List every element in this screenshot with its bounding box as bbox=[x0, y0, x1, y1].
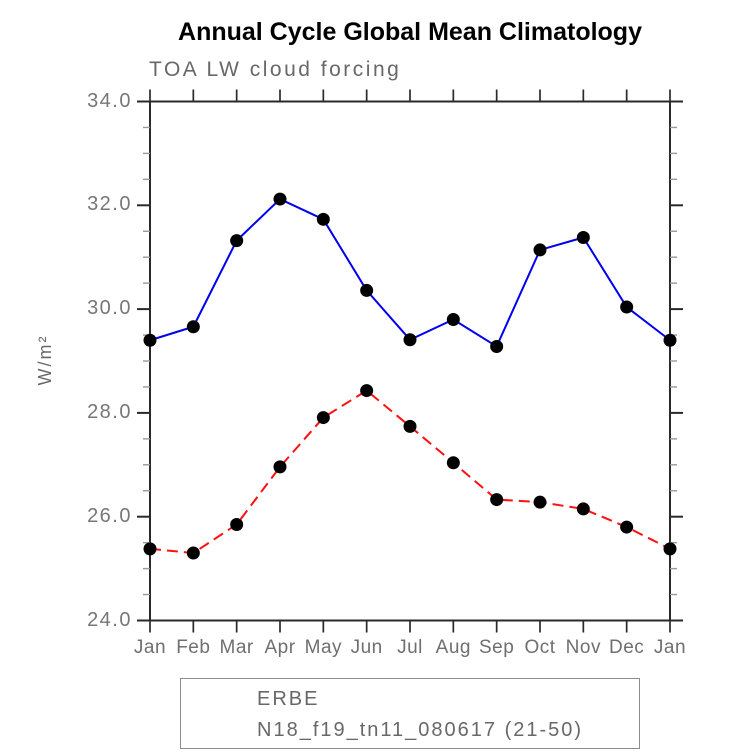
series-marker-1 bbox=[576, 502, 590, 516]
series-marker-1 bbox=[490, 493, 504, 507]
series-marker-1 bbox=[446, 456, 460, 470]
y-tick-label: 24.0 bbox=[87, 608, 132, 631]
x-tick-label: Apr bbox=[264, 637, 296, 658]
series-marker-1 bbox=[143, 542, 157, 556]
series-marker-0 bbox=[273, 192, 287, 206]
x-tick-label: Jan bbox=[133, 637, 167, 658]
series-marker-1 bbox=[663, 542, 677, 556]
x-tick-label: Dec bbox=[609, 637, 645, 658]
series-marker-1 bbox=[230, 517, 244, 531]
series-marker-0 bbox=[533, 243, 547, 257]
y-tick-label: 30.0 bbox=[87, 297, 132, 320]
series-marker-1 bbox=[186, 546, 200, 560]
legend-label-model-run: N18_f19_tn11_080617 (21-50) bbox=[257, 719, 584, 741]
x-tick-label: Nov bbox=[565, 637, 601, 658]
series-marker-0 bbox=[576, 230, 590, 244]
series-marker-0 bbox=[143, 333, 157, 347]
series-marker-1 bbox=[273, 460, 287, 474]
legend-label-erbe: ERBE bbox=[257, 688, 320, 710]
series-marker-1 bbox=[620, 520, 634, 534]
series-marker-1 bbox=[403, 419, 417, 433]
series-marker-0 bbox=[663, 333, 677, 347]
series-marker-0 bbox=[403, 333, 417, 347]
x-tick-label: May bbox=[304, 637, 343, 658]
x-tick-label: Feb bbox=[176, 637, 211, 658]
series-marker-1 bbox=[360, 384, 374, 398]
series-marker-0 bbox=[316, 212, 330, 226]
x-tick-label: Jul bbox=[397, 637, 423, 658]
chart-title: Annual Cycle Global Mean Climatology bbox=[178, 18, 642, 46]
x-tick-label: Jun bbox=[350, 637, 383, 658]
y-tick-label: 32.0 bbox=[87, 193, 132, 216]
series-marker-1 bbox=[316, 411, 330, 425]
series-marker-0 bbox=[620, 300, 634, 314]
x-tick-label: Jan bbox=[653, 637, 687, 658]
series-marker-0 bbox=[490, 339, 504, 353]
chart-subtitle: TOA LW cloud forcing bbox=[149, 58, 402, 81]
x-tick-label: Mar bbox=[219, 637, 254, 658]
y-tick-label: 34.0 bbox=[87, 89, 132, 112]
series-line-1 bbox=[149, 389, 671, 555]
x-tick-label: Sep bbox=[479, 637, 515, 658]
series-line-0 bbox=[149, 197, 671, 348]
y-tick-label: 28.0 bbox=[87, 400, 132, 423]
x-tick-label: Oct bbox=[524, 637, 556, 658]
series-marker-1 bbox=[533, 495, 547, 509]
x-tick-label: Aug bbox=[435, 637, 471, 658]
series-marker-0 bbox=[186, 320, 200, 334]
legend-box bbox=[180, 678, 640, 749]
plot-box bbox=[149, 100, 671, 622]
series-marker-0 bbox=[230, 234, 244, 248]
y-tick-label: 26.0 bbox=[87, 504, 132, 527]
series-marker-0 bbox=[360, 283, 374, 297]
series-marker-0 bbox=[446, 312, 460, 326]
